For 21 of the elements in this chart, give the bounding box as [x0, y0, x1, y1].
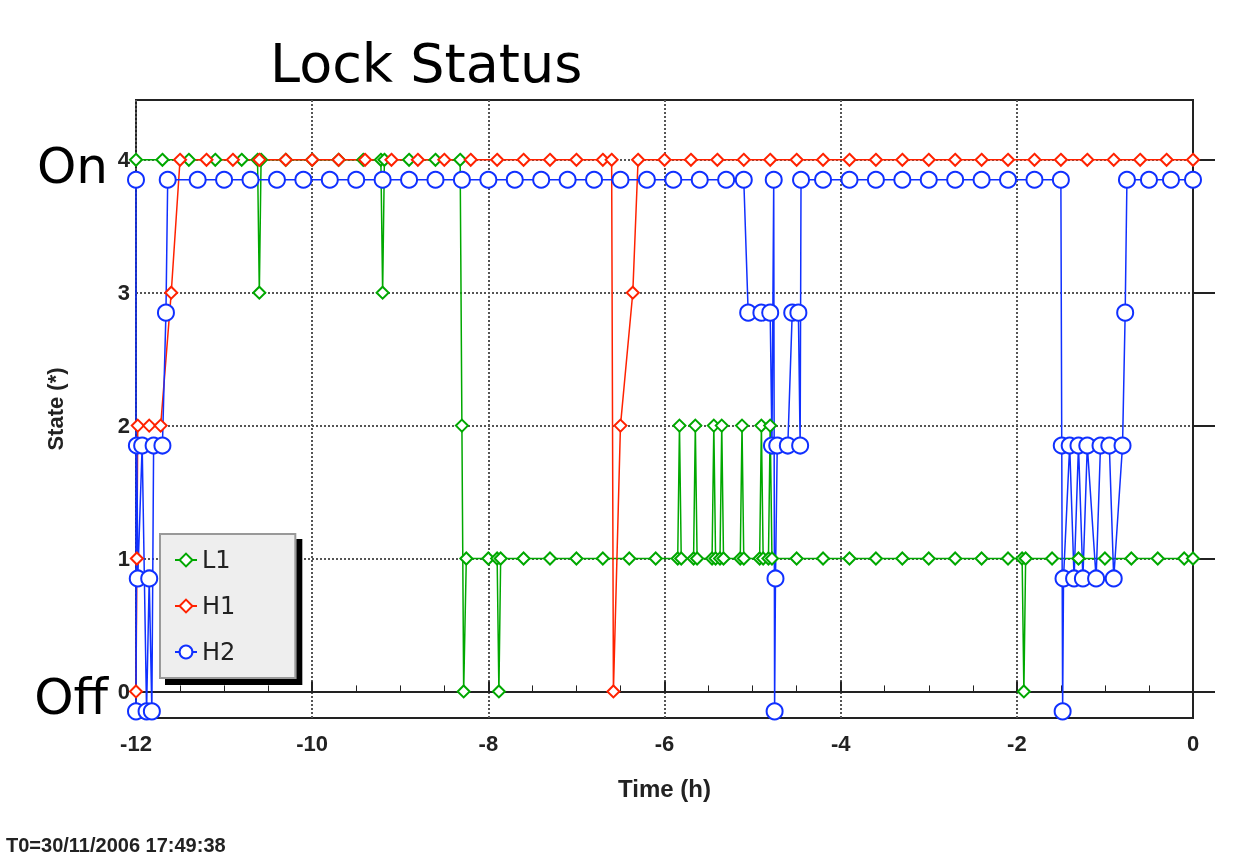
x-tick-label: -10	[296, 730, 329, 756]
legend-label: H1	[202, 592, 236, 620]
legend-label: L1	[202, 546, 231, 574]
legend-label: H2	[202, 638, 236, 666]
y-tick-label: 2	[117, 413, 130, 439]
y-axis-title: State (*)	[42, 367, 68, 451]
y-tick-label: 4	[117, 147, 131, 173]
annotation: On	[36, 136, 108, 195]
y-tick-label: 3	[117, 280, 130, 306]
annotation: Off	[34, 668, 110, 727]
y-tick-label: 0	[117, 678, 130, 704]
x-tick-label: -12	[120, 730, 152, 756]
x-tick-label: -8	[478, 730, 499, 756]
x-axis-title: Time (h)	[618, 774, 711, 802]
x-tick-label: -6	[654, 730, 675, 756]
text: T0=30/11/2006 17:49:38	[6, 834, 226, 856]
x-tick-label: -4	[830, 730, 852, 756]
x-tick-label: 0	[1186, 730, 1200, 756]
x-tick-label: -2	[1007, 730, 1027, 756]
y-tick-label: 1	[117, 546, 130, 572]
chart-title: Lock Status	[270, 31, 583, 95]
